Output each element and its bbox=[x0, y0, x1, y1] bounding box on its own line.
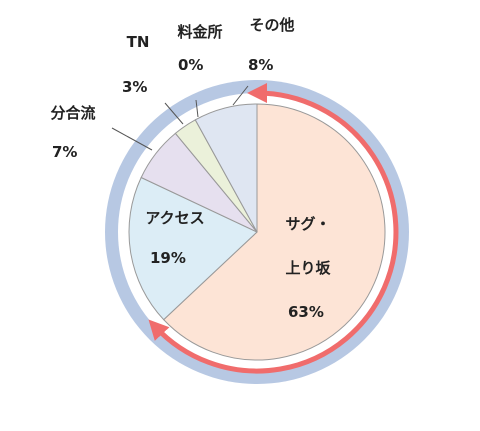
leader-line bbox=[164, 102, 184, 125]
leader-line bbox=[195, 99, 199, 118]
pie-label: 7% bbox=[52, 143, 78, 161]
pie-label: TN bbox=[126, 33, 150, 51]
pie-label: アクセス bbox=[145, 209, 205, 227]
pie-label: 0% bbox=[178, 56, 204, 74]
leader-line bbox=[111, 127, 153, 151]
arrow-arc bbox=[148, 83, 399, 374]
pie-label: 19% bbox=[150, 249, 186, 267]
pie-label: その他 bbox=[249, 16, 295, 34]
pie-label: 分合流 bbox=[50, 104, 96, 122]
pie-label: 8% bbox=[248, 56, 274, 74]
pie-label: 3% bbox=[122, 78, 148, 96]
leader-line bbox=[232, 85, 249, 106]
pie-label: 料金所 bbox=[177, 23, 223, 41]
pie-label: 63% bbox=[288, 303, 324, 321]
pie-label: サグ・上り坂 bbox=[285, 215, 331, 277]
